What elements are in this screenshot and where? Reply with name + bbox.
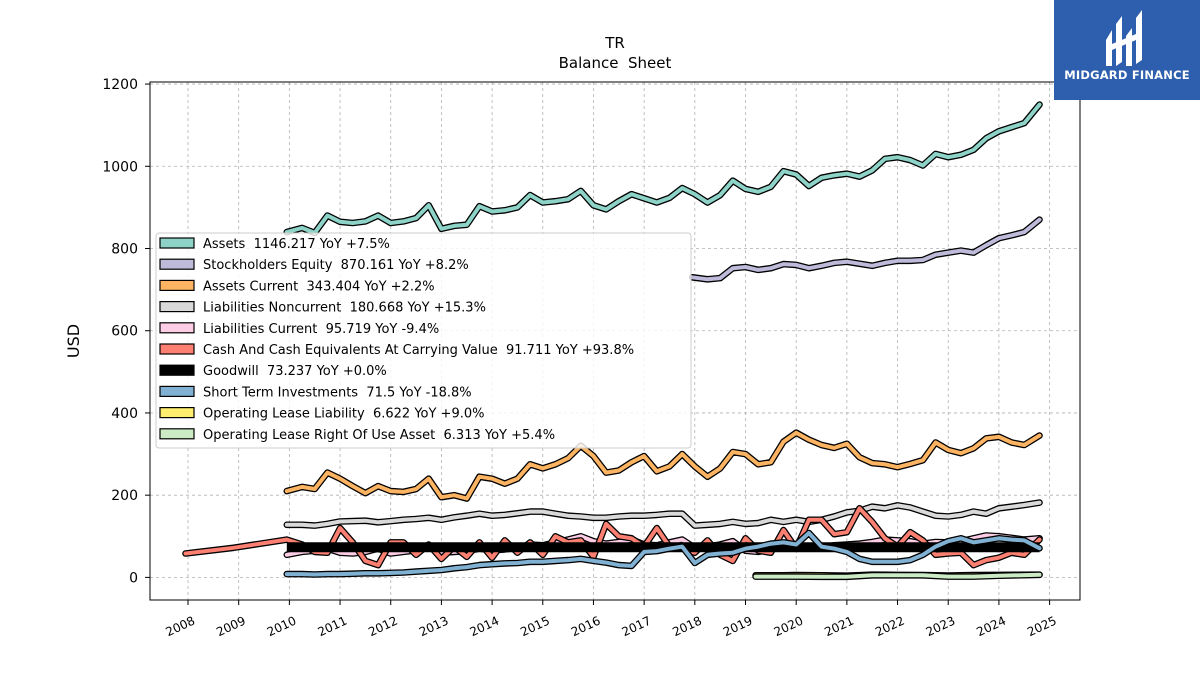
y-axis-label: USD [64, 324, 83, 358]
legend-label-short-term-investments: Short Term Investments 71.5 YoY -18.8% [203, 385, 472, 400]
legend-swatch-short-term-investments [159, 385, 195, 397]
legend-swatch-assets-current [159, 279, 195, 291]
y-axis: 0 200 400 600 800 1000 1200 [102, 77, 150, 586]
legend-swatch-assets [159, 237, 195, 249]
x-tick-label: 2014 [468, 614, 502, 640]
chart-legend: Assets 1146.217 YoY +7.5% Stockholders Eq… [155, 232, 692, 449]
x-tick-label: 2023 [924, 614, 958, 640]
series-line-assets-current [284, 430, 1042, 501]
y-tick-label: 1200 [102, 77, 138, 93]
x-tick-label: 2008 [164, 614, 198, 640]
series-outline-stockholders-equity [688, 216, 1043, 283]
legend-swatch-operating-lease-right-of-use-asset [159, 428, 195, 440]
y-tick-label: 200 [111, 488, 138, 504]
legend-label-liabilities-current: Liabilities Current 95.719 YoY -9.4% [203, 322, 439, 337]
legend-label-stockholders-equity: Stockholders Equity 870.161 YoY +8.2% [203, 258, 469, 273]
x-tick-label: 2012 [366, 614, 400, 640]
x-tick-label: 2025 [1025, 614, 1059, 640]
chart-subtitle: Balance Sheet [559, 54, 672, 72]
legend-label-cash-and-cash-equivalents-at-carrying-value: Cash And Cash Equivalents At Carrying Va… [203, 343, 634, 358]
legend-label-goodwill: Goodwill 73.237 YoY +0.0% [203, 364, 387, 379]
x-tick-label: 2022 [873, 614, 907, 640]
series-line-operating-lease-right-of-use-asset [753, 572, 1042, 579]
x-tick-label: 2017 [620, 614, 654, 640]
legend-swatch-goodwill [159, 364, 195, 376]
legend-label-liabilities-noncurrent: Liabilities Noncurrent 180.668 YoY +15.3… [203, 301, 486, 316]
y-tick-label: 600 [111, 324, 138, 340]
x-tick-label: 2020 [772, 614, 806, 640]
brand-name: MIDGARD FINANCE [1064, 68, 1190, 82]
legend-swatch-cash-and-cash-equivalents-at-carrying-value [159, 343, 195, 355]
x-tick-label: 2015 [518, 614, 552, 640]
x-tick-label: 2024 [974, 614, 1008, 640]
series-line-liabilities-noncurrent [284, 500, 1042, 528]
legend-swatch-liabilities-noncurrent [159, 301, 195, 313]
chart-series-lines [182, 101, 1043, 581]
series-line-assets [284, 102, 1042, 235]
chart-title: TR [604, 34, 625, 52]
x-tick-label: 2013 [417, 614, 451, 640]
x-tick-label: 2010 [265, 614, 299, 640]
legend-box [155, 232, 692, 449]
y-tick-label: 400 [111, 406, 138, 422]
legend-label-assets-current: Assets Current 343.404 YoY +2.2% [203, 279, 435, 294]
y-tick-label: 1000 [102, 159, 138, 175]
x-tick-label: 2011 [316, 614, 350, 640]
legend-swatch-operating-lease-liability [159, 407, 195, 419]
y-tick-label: 0 [129, 570, 138, 586]
series-line-stockholders-equity [690, 217, 1042, 282]
series-outline-assets [283, 101, 1043, 237]
midgard-logo-icon [1106, 10, 1142, 66]
plot-area-frame [149, 81, 1081, 601]
legend-label-assets: Assets 1146.217 YoY +7.5% [203, 237, 390, 252]
x-tick-label: 2016 [569, 614, 603, 640]
x-tick-label: 2009 [214, 614, 248, 640]
x-tick-label: 2021 [822, 614, 856, 640]
legend-swatch-liabilities-current [159, 322, 195, 334]
legend-swatch-stockholders-equity [159, 258, 195, 270]
series-line-short-term-investments [284, 531, 1042, 577]
x-axis: 2008 2009 2010 2011 2012 2013 2014 2015 2016 2017… [164, 600, 1059, 639]
legend-label-operating-lease-right-of-use-asset: Operating Lease Right Of Use Asset 6.313… [203, 428, 555, 443]
x-tick-label: 2018 [670, 614, 704, 640]
midgard-finance-logo: MIDGARD FINANCE [1054, 0, 1200, 100]
y-tick-label: 800 [111, 242, 138, 258]
legend-label-operating-lease-liability: Operating Lease Liability 6.622 YoY +9.0… [203, 407, 484, 422]
x-tick-label: 2019 [721, 614, 755, 640]
